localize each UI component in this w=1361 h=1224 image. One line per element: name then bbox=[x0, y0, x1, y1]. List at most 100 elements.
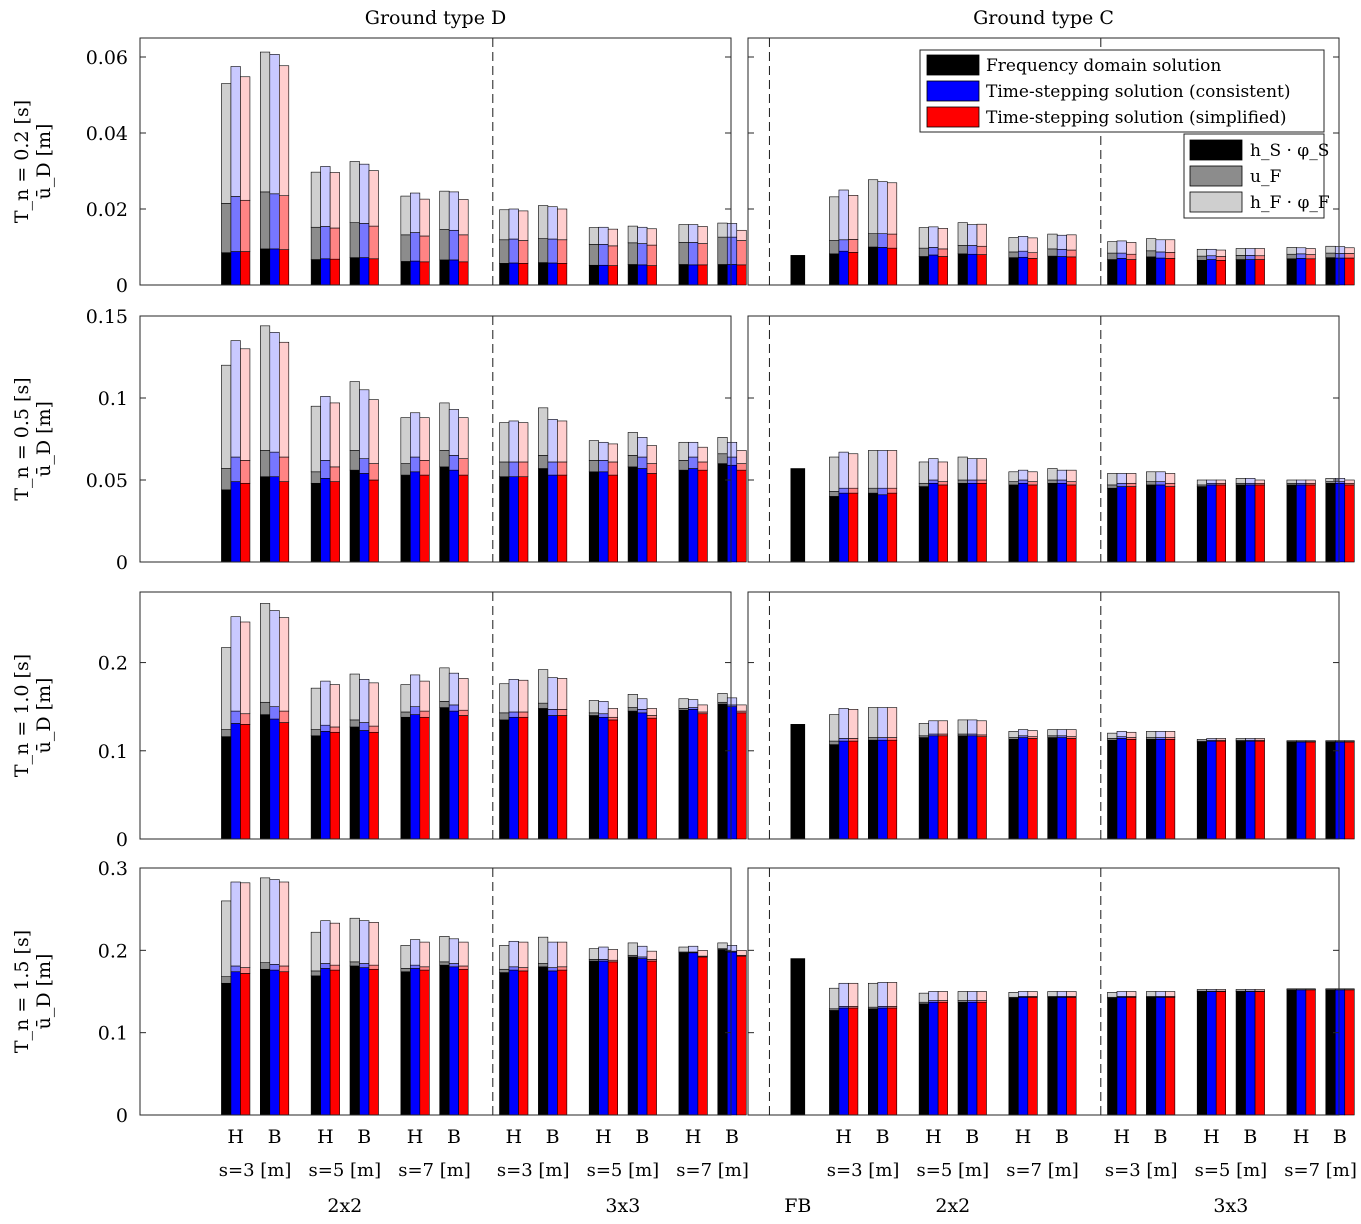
bar-C-row1-group3-sol1-comp0 bbox=[968, 483, 978, 562]
bar-D-row3-group6-sol2-comp1 bbox=[519, 968, 529, 971]
bar-D-row3-group3-sol2-comp1 bbox=[369, 965, 379, 969]
bar-D-row1-group4-sol1-comp0 bbox=[410, 472, 420, 562]
bar-D-row3-group5-sol1-comp2 bbox=[449, 939, 459, 964]
bar-D-row1-group11-sol2-comp2 bbox=[737, 450, 747, 463]
bar-D-row1-group9-sol0-comp1 bbox=[628, 455, 638, 466]
bar-D-row0-group0-sol1-comp2 bbox=[231, 67, 241, 197]
bar-C-row3-group5-sol1-comp0 bbox=[1057, 997, 1067, 1115]
xlabel-spacing-C-1: s=5 [m] bbox=[917, 1160, 990, 1181]
bar-D-row2-group9-sol1-comp2 bbox=[638, 699, 648, 710]
bar-D-row3-group6-sol0-comp2 bbox=[500, 945, 510, 969]
bar-C-row1-group1-sol1-comp0 bbox=[878, 495, 888, 562]
bar-C-row3-group10-sol2-comp2 bbox=[1306, 989, 1316, 990]
bar-D-row2-group0-sol0-comp2 bbox=[221, 648, 231, 730]
row-label-period-1: T_n = 0.5 [s] bbox=[11, 377, 33, 500]
bar-D-row0-group8-sol1-comp2 bbox=[599, 227, 609, 244]
bar-D-row0-group2-sol2-comp0 bbox=[330, 259, 340, 285]
bar-D-row1-group3-sol2-comp0 bbox=[369, 480, 379, 562]
bar-C-row0-group8-sol0-comp1 bbox=[1197, 256, 1207, 260]
bar-C-row0-group5-sol2-comp1 bbox=[1067, 250, 1077, 257]
bar-C-row3-group6-sol0-comp0 bbox=[1108, 998, 1118, 1115]
xlabel-spacing-D-0: s=3 [m] bbox=[219, 1160, 292, 1181]
bar-D-row3-group5-sol1-comp1 bbox=[449, 964, 459, 967]
bar-D-row1-group7-sol1-comp1 bbox=[548, 462, 558, 475]
bar-C-row2-group7-sol2-comp2 bbox=[1165, 731, 1175, 737]
bar-C-row2-group4-sol1-comp2 bbox=[1018, 730, 1028, 736]
bar-D-row0-group10-sol1-comp2 bbox=[688, 225, 698, 243]
bar-C-row0-group3-sol2-comp2 bbox=[977, 224, 987, 246]
bar-D-row2-group7-sol2-comp0 bbox=[557, 716, 567, 840]
bar-C-row3-group11-sol1-comp0 bbox=[1335, 990, 1345, 1115]
bar-D-row2-group2-sol2-comp2 bbox=[330, 685, 340, 727]
bar-D-row3-group3-sol0-comp0 bbox=[350, 966, 360, 1115]
bar-D-row2-group5-sol1-comp0 bbox=[449, 711, 459, 839]
bar-D-row3-group0-sol0-comp2 bbox=[221, 901, 231, 977]
bar-D-row2-group7-sol2-comp1 bbox=[557, 709, 567, 715]
bar-C-row1-group0-sol2-comp2 bbox=[848, 454, 858, 488]
bar-D-row0-group6-sol2-comp0 bbox=[519, 263, 529, 285]
bar-C-row1-group7-sol2-comp1 bbox=[1165, 483, 1175, 486]
bar-C-row1-group10-sol0-comp0 bbox=[1287, 485, 1297, 562]
bar-D-row1-group2-sol1-comp0 bbox=[321, 478, 331, 562]
bar-D-row3-group7-sol2-comp1 bbox=[557, 967, 567, 970]
xlabel-bargroup-C-1: B bbox=[876, 1126, 890, 1148]
bar-D-row3-group2-sol1-comp1 bbox=[321, 964, 331, 969]
bar-D-row3-group0-sol2-comp0 bbox=[240, 973, 250, 1115]
bar-D-row2-group11-sol2-comp2 bbox=[737, 705, 747, 711]
bar-D-row0-group10-sol1-comp0 bbox=[688, 265, 698, 285]
bar-D-row1-group8-sol0-comp0 bbox=[589, 472, 599, 562]
bar-C-row0-group10-sol1-comp2 bbox=[1296, 248, 1306, 254]
bar-C-row1-group6-sol2-comp2 bbox=[1127, 473, 1137, 483]
bar-D-row2-group8-sol0-comp1 bbox=[589, 713, 599, 716]
bar-D-row0-group8-sol0-comp0 bbox=[589, 265, 599, 285]
bar-C-row0-group8-sol0-comp0 bbox=[1197, 260, 1207, 285]
bar-D-row1-group8-sol1-comp0 bbox=[599, 472, 609, 562]
bar-D-row0-group6-sol1-comp0 bbox=[509, 263, 519, 285]
bar-C-row3-group4-sol2-comp2 bbox=[1028, 992, 1038, 997]
row-label-quantity-1: ū_D [m] bbox=[33, 401, 55, 477]
row-label-period-2: T_n = 1.0 [s] bbox=[11, 654, 33, 777]
bar-C-row2-group10-sol1-comp2 bbox=[1296, 741, 1306, 742]
bar-C-row3-group3-sol1-comp2 bbox=[968, 992, 978, 1001]
bar-C-row2-group4-sol2-comp2 bbox=[1028, 731, 1038, 737]
bar-C-row0-group5-sol1-comp2 bbox=[1057, 235, 1067, 249]
bar-D-row2-group5-sol0-comp0 bbox=[440, 708, 450, 839]
bar-C-row3-group1-sol0-comp2 bbox=[868, 983, 878, 1007]
bar-C-row1-group5-sol0-comp0 bbox=[1048, 483, 1058, 562]
ytick-label-row2-0: 0 bbox=[116, 829, 128, 851]
bar-C-row2-group0-sol0-comp0 bbox=[829, 745, 839, 839]
bar-C-row2-group6-sol2-comp2 bbox=[1127, 732, 1137, 737]
bar-D-row0-group6-sol0-comp1 bbox=[500, 240, 510, 264]
bar-D-row1-group10-sol2-comp1 bbox=[698, 462, 708, 470]
bar-D-row1-group3-sol1-comp1 bbox=[360, 459, 370, 474]
bar-C-row2-group8-sol2-comp0 bbox=[1216, 741, 1226, 839]
bar-D-row3-group2-sol0-comp0 bbox=[311, 976, 321, 1115]
bar-C-row0-group4-sol2-comp2 bbox=[1028, 238, 1038, 253]
bar-D-row0-group3-sol0-comp0 bbox=[350, 258, 360, 285]
bar-C-row2-group11-sol0-comp2 bbox=[1326, 741, 1336, 742]
bar-D-row3-group6-sol1-comp1 bbox=[509, 967, 519, 970]
bar-D-row2-group6-sol1-comp2 bbox=[509, 679, 519, 712]
bar-C-row0-group1-sol0-comp1 bbox=[868, 234, 878, 247]
bar-C-row0-group2-sol1-comp1 bbox=[929, 247, 939, 255]
bar-D-row2-group11-sol2-comp0 bbox=[737, 713, 747, 839]
bar-C-row3-group1-sol2-comp2 bbox=[887, 982, 897, 1006]
bar-D-row3-group4-sol2-comp2 bbox=[420, 942, 430, 967]
xlabel-bargroup-D-3: B bbox=[357, 1126, 371, 1148]
bar-C-row0-group3-sol1-comp2 bbox=[968, 225, 978, 246]
bar-C-row1-group3-sol2-comp2 bbox=[977, 459, 987, 480]
bar-D-row1-group0-sol2-comp0 bbox=[240, 483, 250, 562]
bar-D-row1-group4-sol1-comp2 bbox=[410, 413, 420, 457]
bar-C-row1-group2-sol1-comp0 bbox=[929, 483, 939, 562]
bar-D-row2-group0-sol1-comp1 bbox=[231, 711, 241, 723]
bar-D-row3-group2-sol0-comp1 bbox=[311, 971, 321, 976]
bar-C-row0-group7-sol1-comp0 bbox=[1156, 258, 1166, 285]
bar-D-row3-group0-sol1-comp1 bbox=[231, 966, 241, 972]
bar-D-row3-group6-sol1-comp0 bbox=[509, 970, 519, 1115]
bar-D-row0-group11-sol2-comp1 bbox=[737, 241, 747, 265]
bar-D-row1-group1-sol1-comp2 bbox=[270, 332, 280, 452]
bar-D-row1-group6-sol2-comp0 bbox=[519, 477, 529, 562]
bar-C-row0-group5-sol0-comp2 bbox=[1048, 234, 1058, 249]
bar-C-row3-group6-sol0-comp2 bbox=[1108, 992, 1118, 997]
bar-C-row1-group4-sol1-comp1 bbox=[1018, 480, 1028, 483]
